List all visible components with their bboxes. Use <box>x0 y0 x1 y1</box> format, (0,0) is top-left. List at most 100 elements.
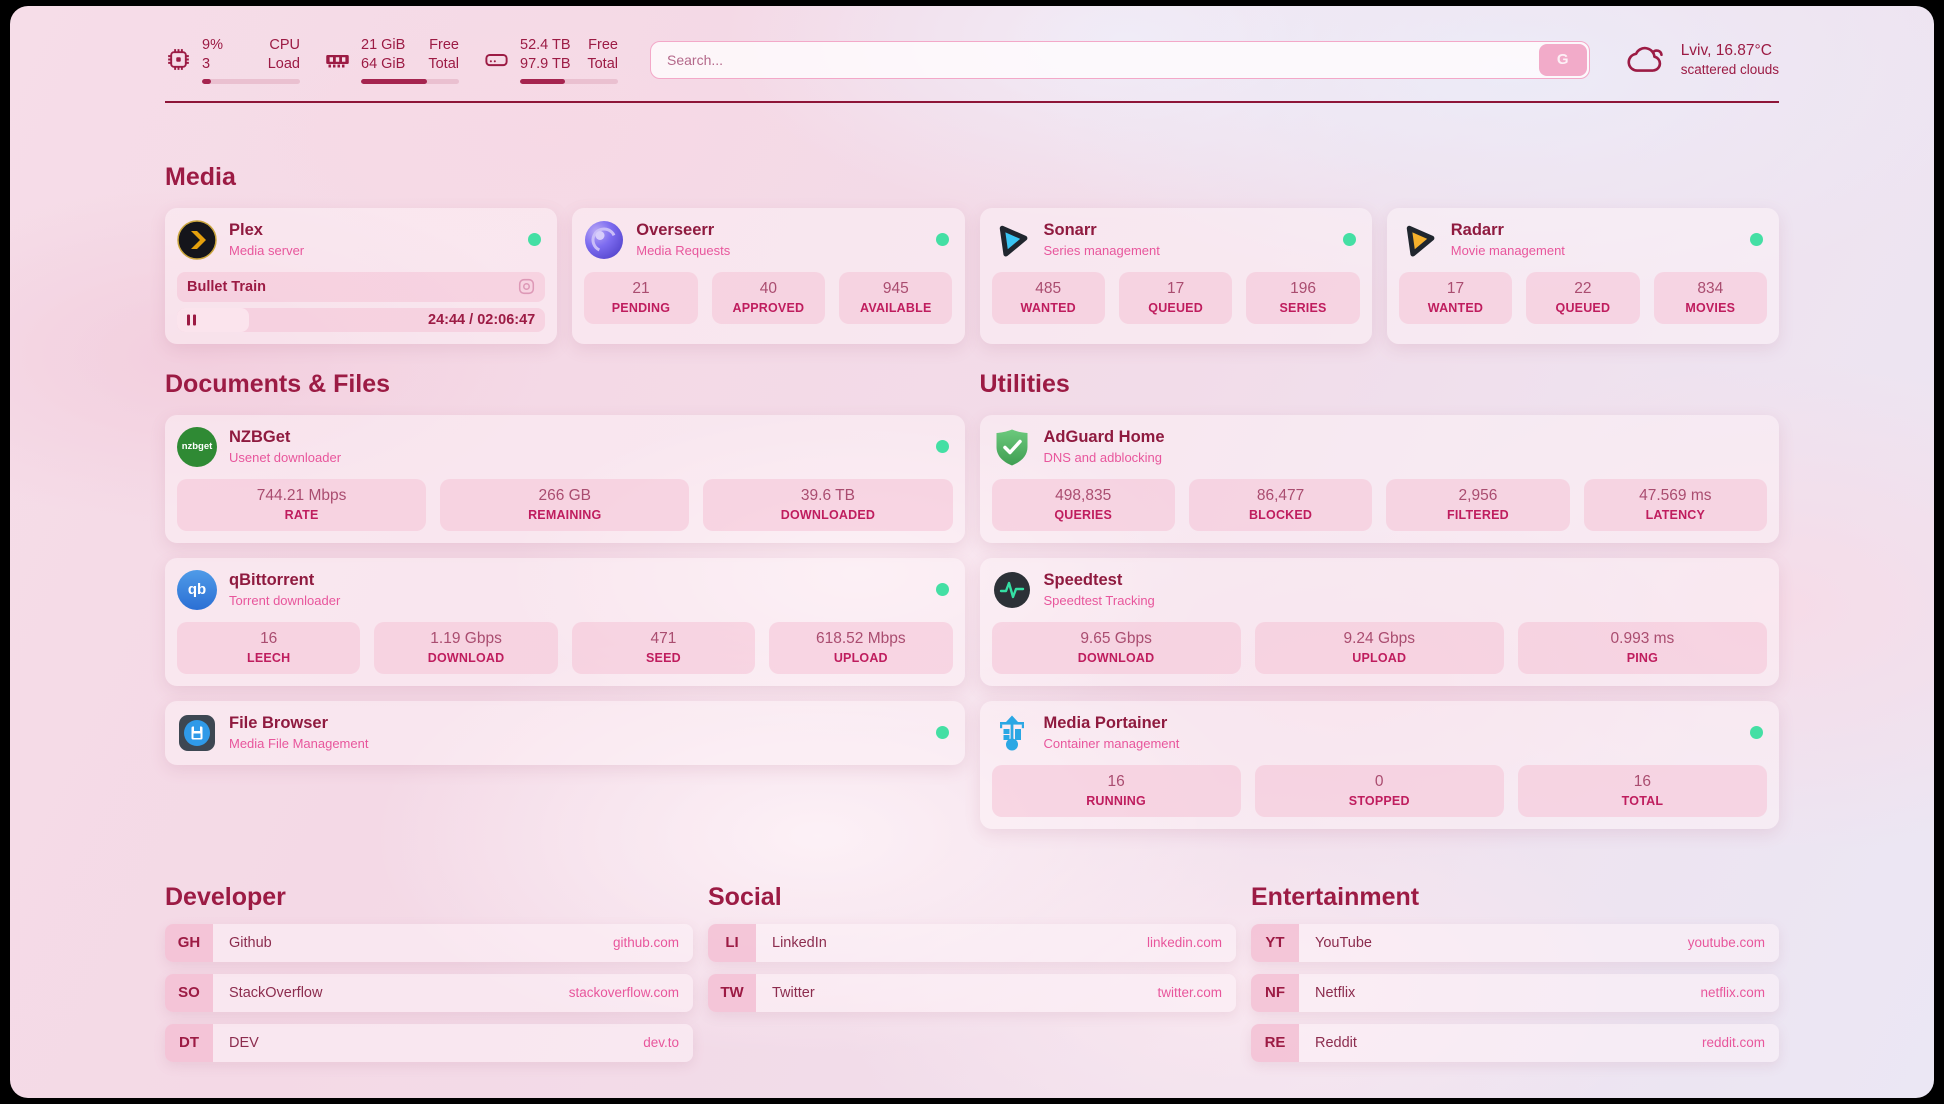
app-name: NZBGet <box>229 428 291 447</box>
status-online-dot <box>935 233 949 247</box>
pause-icon[interactable] <box>187 314 196 326</box>
section-title-entertainment: Entertainment <box>1251 882 1420 911</box>
link-twitter[interactable]: TW Twitter twitter.com <box>708 973 1236 1012</box>
section-social: Social LI LinkedIn linkedin.com TW Twitt… <box>708 883 1236 1012</box>
link-github[interactable]: GH Github github.com <box>165 923 693 962</box>
app-name: Plex <box>229 221 263 240</box>
speedtest-icon <box>992 570 1032 610</box>
cloud-icon <box>1627 46 1663 72</box>
app-name: Sonarr <box>1043 221 1097 240</box>
weather-condition: scattered clouds <box>1680 62 1779 78</box>
playback-time: 24:44 / 02:06:47 <box>428 311 536 328</box>
status-online-dot <box>528 233 542 247</box>
link-url: linkedin.com <box>1146 935 1222 951</box>
link-url: reddit.com <box>1701 1035 1765 1051</box>
app-card-plex[interactable]: Plex Media server Bullet Train 24:44 / 0… <box>165 207 558 344</box>
link-abbr: SO <box>165 973 213 1012</box>
app-card-sonarr[interactable]: Sonarr Series management 485 WANTED 17 QUE… <box>979 207 1372 344</box>
link-stackoverflow[interactable]: SO StackOverflow stackoverflow.com <box>165 973 693 1012</box>
link-name: LinkedIn <box>772 934 827 951</box>
cpu-progress-bar <box>202 78 300 84</box>
cpu-label: CPU <box>269 37 300 53</box>
app-card-adguard[interactable]: AdGuard Home DNS and adblocking 498,835 Q… <box>979 414 1779 543</box>
disk-total: 97.9 TB <box>520 55 571 72</box>
link-abbr: DT <box>165 1023 213 1062</box>
disk-free: 52.4 TB <box>520 37 571 53</box>
app-card-portainer[interactable]: Media Portainer Container management 16 R… <box>979 700 1779 829</box>
disk-stat: 52.4 TB Free 97.9 TB Total <box>483 36 618 84</box>
stat-tile-approved: 40 APPROVED <box>711 271 826 324</box>
portainer-icon <box>992 713 1032 753</box>
link-dev[interactable]: DT DEV dev.to <box>165 1023 693 1062</box>
app-name: qBittorrent <box>229 571 315 590</box>
filebrowser-icon <box>177 713 217 753</box>
overseerr-icon <box>584 220 624 260</box>
disk-free-label: Free <box>588 37 618 53</box>
header-divider <box>165 100 1779 103</box>
link-linkedin[interactable]: LI LinkedIn linkedin.com <box>708 923 1236 962</box>
ram-progress-bar <box>361 78 459 84</box>
ram-free: 21 GiB <box>361 37 406 53</box>
link-abbr: GH <box>165 923 213 962</box>
app-description: Media File Management <box>229 736 369 752</box>
app-description: Usenet downloader <box>229 450 342 466</box>
app-description: Series management <box>1043 243 1160 259</box>
search-engine-button[interactable]: G <box>1538 43 1587 76</box>
search-input[interactable] <box>650 40 1590 79</box>
status-online-dot <box>935 726 949 740</box>
stat-tile-pending: 21 PENDING <box>584 271 698 324</box>
app-description: Speedtest Tracking <box>1043 593 1155 609</box>
app-card-overseerr[interactable]: Overseerr Media Requests 21 PENDING 40 APP… <box>572 207 965 344</box>
link-url: netflix.com <box>1700 985 1765 1001</box>
stat-tile-downloaded: 39.6 TB DOWNLOADED <box>703 478 953 531</box>
link-abbr: RE <box>1251 1023 1299 1062</box>
disk-icon <box>485 54 508 67</box>
link-name: StackOverflow <box>229 984 323 1001</box>
link-name: YouTube <box>1315 934 1372 951</box>
cpu-load: 3 <box>202 55 211 72</box>
status-online-dot <box>1750 233 1763 247</box>
app-name: Radarr <box>1450 221 1504 240</box>
link-url: dev.to <box>643 1035 679 1051</box>
stat-tile-ping: 0.993 ms PING <box>1517 621 1767 674</box>
app-description: Media Requests <box>636 243 731 259</box>
link-url: youtube.com <box>1687 935 1765 951</box>
playback-progress-bar: 24:44 / 02:06:47 <box>177 307 546 332</box>
stat-tile-movies: 834 MOVIES <box>1653 271 1767 324</box>
app-card-filebrowser[interactable]: File Browser Media File Management <box>165 700 965 765</box>
app-card-nzbget[interactable]: nzbget NZBGet Usenet downloader 744.21 M… <box>165 414 965 543</box>
section-title-media: Media <box>165 162 236 191</box>
weather-widget: Lviv, 16.87°C scattered clouds <box>1626 42 1779 78</box>
cpu-load-label: Load <box>267 55 300 72</box>
sonarr-icon <box>992 220 1032 260</box>
app-name: Media Portainer <box>1043 714 1168 733</box>
link-youtube[interactable]: YT YouTube youtube.com <box>1251 923 1779 962</box>
app-card-speedtest[interactable]: Speedtest Speedtest Tracking 9.65 Gbps DO… <box>979 557 1779 686</box>
app-description: Torrent downloader <box>229 593 341 609</box>
stat-tile-queued: 17 QUEUED <box>1118 271 1233 324</box>
section-title-developer: Developer <box>165 882 286 911</box>
stat-tile-series: 196 SERIES <box>1246 271 1360 324</box>
radarr-icon <box>1399 220 1439 260</box>
system-stats: 9% CPU 3 Load 21 GiB Free 64 GiB Total <box>165 36 618 84</box>
disk-total-label: Total <box>587 55 618 72</box>
link-name: DEV <box>229 1034 259 1051</box>
cpu-usage: 9% <box>202 37 223 53</box>
status-online-dot <box>1750 726 1763 740</box>
section-media: Media Plex Media server Bullet Train <box>165 163 1779 344</box>
video-icon <box>519 279 535 295</box>
link-reddit[interactable]: RE Reddit reddit.com <box>1251 1023 1779 1062</box>
link-name: Github <box>229 934 272 951</box>
app-description: DNS and adblocking <box>1043 450 1163 466</box>
stat-tile-wanted: 17 WANTED <box>1398 271 1513 324</box>
disk-progress-bar <box>520 78 618 84</box>
stat-tile-stopped: 0 STOPPED <box>1254 764 1504 817</box>
section-documents: Documents & Files nzbget NZBGet Usenet d… <box>165 370 965 765</box>
app-card-radarr[interactable]: Radarr Movie management 17 WANTED 22 QUEUE… <box>1386 207 1779 344</box>
link-netflix[interactable]: NF Netflix netflix.com <box>1251 973 1779 1012</box>
app-description: Movie management <box>1450 243 1565 259</box>
stat-tile-rate: 744.21 Mbps RATE <box>177 478 427 531</box>
app-card-qbittorrent[interactable]: qb qBittorrent Torrent downloader 16 LEEC… <box>165 557 965 686</box>
now-playing-bar: Bullet Train <box>177 271 546 302</box>
cpu-icon <box>168 49 189 71</box>
